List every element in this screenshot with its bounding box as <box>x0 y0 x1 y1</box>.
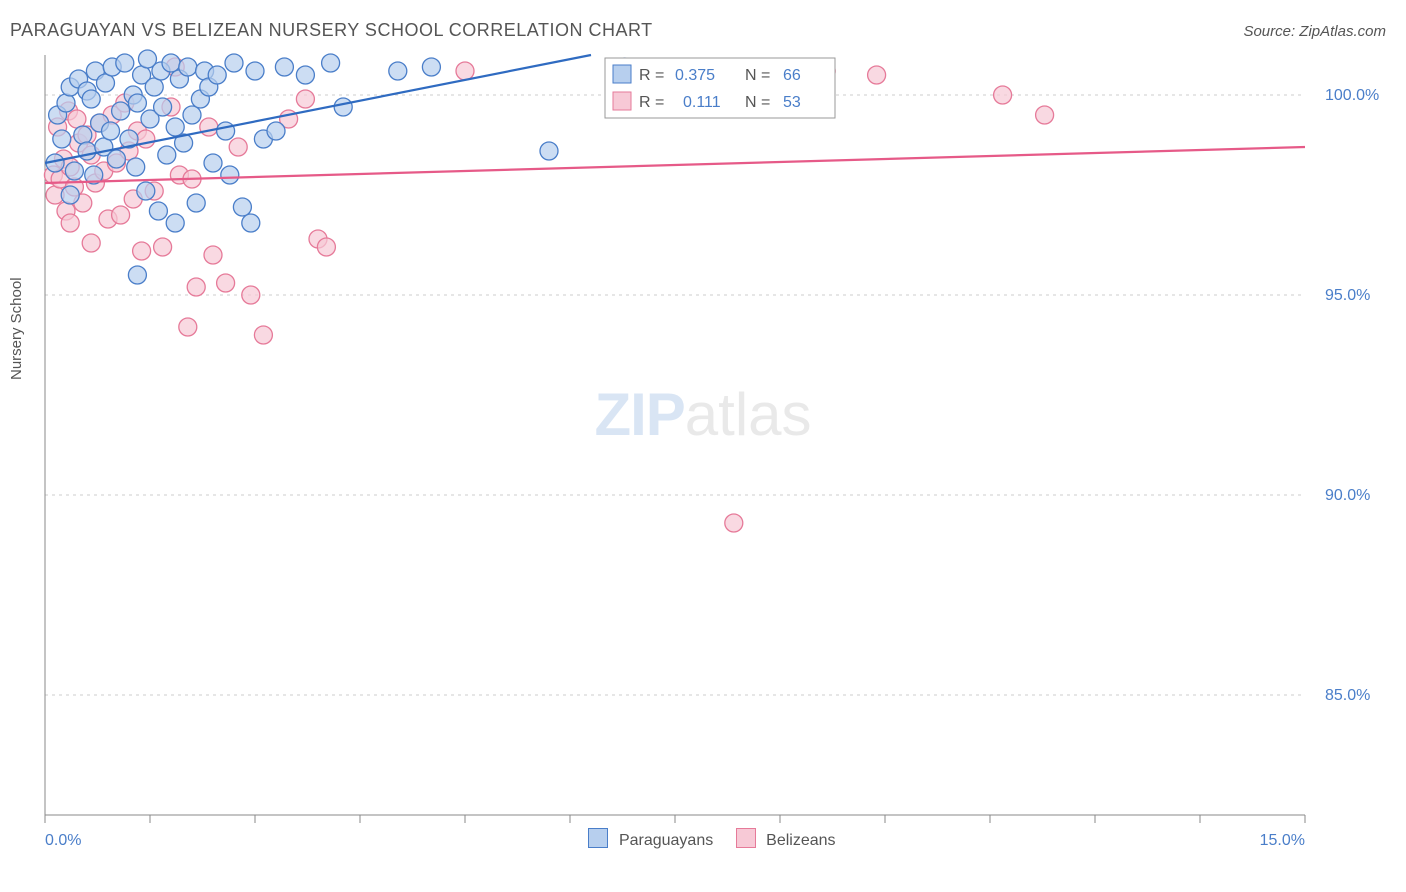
stat-swatch-b <box>613 92 631 110</box>
scatter-chart-svg: 85.0%90.0%95.0%100.0%0.0%15.0%R =0.375N … <box>45 55 1305 815</box>
paraguayan-point <box>242 214 260 232</box>
paraguayan-point <box>149 202 167 220</box>
belizean-point <box>133 242 151 260</box>
stat-r-label-b: R = <box>639 94 664 111</box>
paraguayan-point <box>78 142 96 160</box>
paraguayan-point <box>225 54 243 72</box>
paraguayan-point <box>217 122 235 140</box>
paraguayan-point <box>322 54 340 72</box>
belizean-point <box>82 234 100 252</box>
stat-r-value-b: 0.111 <box>683 94 721 111</box>
legend-swatch-belizeans <box>736 828 756 848</box>
paraguayan-point <box>204 154 222 172</box>
belizean-point <box>204 246 222 264</box>
y-tick-label: 90.0% <box>1325 487 1370 504</box>
stat-n-label-a: N = <box>745 67 770 84</box>
y-tick-label: 100.0% <box>1325 87 1379 104</box>
belizean-point <box>994 86 1012 104</box>
paraguayan-point <box>158 146 176 164</box>
legend-label-belizeans: Belizeans <box>766 832 835 849</box>
belizean-point <box>1036 106 1054 124</box>
chart-header: PARAGUAYAN VS BELIZEAN NURSERY SCHOOL CO… <box>10 20 1386 41</box>
paraguayan-point <box>116 54 134 72</box>
paraguayan-point <box>102 122 120 140</box>
paraguayan-point <box>422 58 440 76</box>
paraguayan-point <box>275 58 293 76</box>
legend-label-paraguayans: Paraguayans <box>619 832 713 849</box>
paraguayan-point <box>53 130 71 148</box>
belizean-point <box>112 206 130 224</box>
y-axis-label: Nursery School <box>8 277 25 380</box>
stat-r-value-a: 0.375 <box>675 67 715 84</box>
paraguayan-point <box>96 74 114 92</box>
belizean-point <box>200 118 218 136</box>
paraguayan-point <box>145 78 163 96</box>
paraguayan-point <box>154 98 172 116</box>
belizean-point <box>154 238 172 256</box>
paraguayan-point <box>112 102 130 120</box>
stat-n-label-b: N = <box>745 94 770 111</box>
belizean-point <box>217 274 235 292</box>
paraguayan-point <box>267 122 285 140</box>
paraguayan-point <box>61 186 79 204</box>
paraguayan-point <box>127 158 145 176</box>
stat-swatch-a <box>613 65 631 83</box>
belizean-point <box>456 62 474 80</box>
paraguayan-point <box>179 58 197 76</box>
y-tick-label: 85.0% <box>1325 687 1370 704</box>
stat-n-value-a: 66 <box>783 67 801 84</box>
paraguayan-point <box>296 66 314 84</box>
paraguayan-point <box>183 106 201 124</box>
belizean-point <box>868 66 886 84</box>
stat-n-value-b: 53 <box>783 94 801 111</box>
belizean-point <box>317 238 335 256</box>
belizean-point <box>725 514 743 532</box>
paraguayan-point <box>82 90 100 108</box>
belizean-point <box>296 90 314 108</box>
paraguayan-point <box>166 214 184 232</box>
chart-area: 85.0%90.0%95.0%100.0%0.0%15.0%R =0.375N … <box>45 55 1305 815</box>
paraguayan-point <box>334 98 352 116</box>
belizean-point <box>61 214 79 232</box>
paraguayan-point <box>128 94 146 112</box>
paraguayan-point <box>74 126 92 144</box>
paraguayan-point <box>233 198 251 216</box>
belizean-point <box>68 110 86 128</box>
paraguayan-point <box>128 266 146 284</box>
paraguayan-point <box>389 62 407 80</box>
belizean-point <box>229 138 247 156</box>
chart-source: Source: ZipAtlas.com <box>1243 23 1386 40</box>
legend-swatch-paraguayans <box>588 828 608 848</box>
paraguayan-point <box>208 66 226 84</box>
belizean-point <box>242 286 260 304</box>
paraguayan-point <box>137 182 155 200</box>
stat-r-label-a: R = <box>639 67 664 84</box>
belizean-point <box>187 278 205 296</box>
paraguayan-point <box>221 166 239 184</box>
belizean-point <box>254 326 272 344</box>
paraguayan-point <box>187 194 205 212</box>
paraguayan-point <box>246 62 264 80</box>
y-tick-label: 95.0% <box>1325 287 1370 304</box>
chart-title: PARAGUAYAN VS BELIZEAN NURSERY SCHOOL CO… <box>10 20 653 41</box>
paraguayan-point <box>65 162 83 180</box>
belizean-point <box>179 318 197 336</box>
paraguayan-point <box>107 150 125 168</box>
paraguayan-point <box>166 118 184 136</box>
paraguayan-point <box>162 54 180 72</box>
paraguayan-point <box>57 94 75 112</box>
legend-bottom: Paraguayans Belizeans <box>0 828 1406 850</box>
paraguayan-point <box>540 142 558 160</box>
